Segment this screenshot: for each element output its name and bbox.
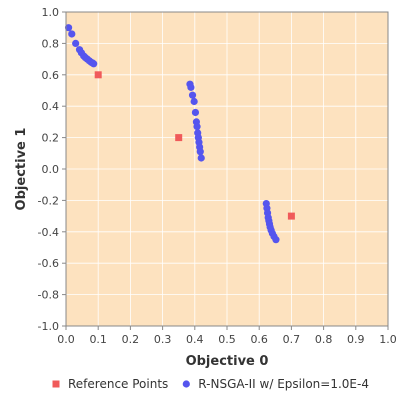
legend-swatch [52, 380, 60, 388]
legend-label: R-NSGA-II w/ Epsilon=1.0E-4 [198, 377, 369, 391]
solution-point [188, 91, 197, 99]
solution-point [197, 154, 205, 162]
y-tick-label: 0.6 [42, 69, 60, 82]
x-tick-label: 0.3 [154, 333, 172, 346]
y-axis-title: Objective 1 [14, 128, 29, 211]
x-tick-label: 1.0 [379, 333, 397, 346]
y-tick-label: -0.2 [38, 194, 59, 207]
x-tick-label: 0.5 [218, 333, 236, 346]
y-tick-label: -1.0 [38, 320, 59, 333]
y-tick-label: 0.0 [42, 163, 60, 176]
solution-point [187, 83, 195, 91]
plot-frame [65, 11, 389, 327]
reference-point [287, 212, 295, 220]
solution-point [68, 30, 76, 38]
x-tick-label: 0.1 [89, 333, 107, 346]
x-axis-title: Objective 0 [186, 354, 269, 369]
x-tick-label: 0.8 [315, 333, 333, 346]
solution-point [190, 97, 198, 106]
legend-label: Reference Points [68, 377, 168, 391]
x-tick-label: 0.0 [57, 333, 75, 346]
x-tick-label: 0.7 [283, 333, 301, 346]
solution-point [90, 60, 98, 68]
solution-point [64, 24, 73, 32]
x-tick-label: 0.9 [347, 333, 365, 346]
reference-point [94, 71, 102, 79]
y-tick-label: -0.6 [38, 257, 59, 270]
legend-swatch [182, 380, 190, 388]
solution-point [196, 148, 204, 156]
solution-point [193, 123, 201, 131]
y-tick-label: 0.2 [42, 132, 60, 145]
x-tick-label: 0.2 [122, 333, 140, 346]
y-tick-label: 0.4 [42, 100, 60, 113]
legend: Reference Points R-NSGA-II w/ Epsilon=1.0… [52, 377, 369, 391]
y-tick-label: -0.4 [38, 226, 59, 239]
reference-point [175, 134, 183, 142]
solution-point [191, 108, 200, 117]
solution-point [72, 39, 80, 48]
y-tick-label: -0.8 [38, 289, 59, 302]
axis-ticks: 0.0 0.1 0.2 0.3 0.4 0.5 0.6 0.7 0.8 0.9 1.0 -1.0 -0.… [38, 6, 397, 346]
data-points [64, 24, 295, 244]
y-tick-label: 1.0 [42, 6, 60, 19]
x-tick-label: 0.4 [186, 333, 204, 346]
solution-point [272, 236, 280, 244]
x-tick-label: 0.6 [250, 333, 268, 346]
y-tick-label: 0.8 [42, 37, 60, 50]
